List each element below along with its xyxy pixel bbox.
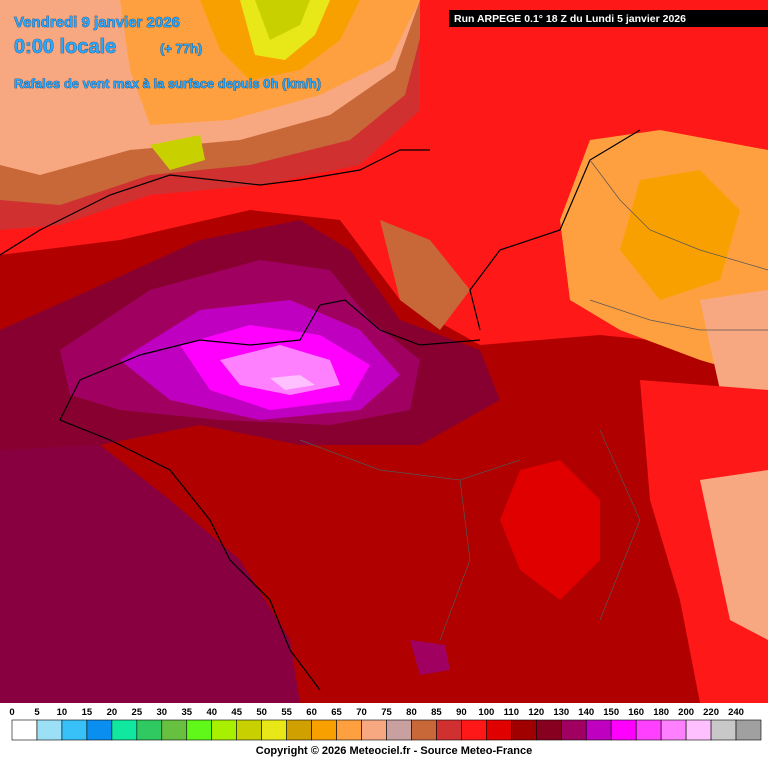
map-subtitle: Rafales de vent max à la surface depuis … — [14, 76, 321, 91]
legend-tick-label: 20 — [107, 707, 118, 718]
legend-swatch — [560, 719, 587, 741]
legend-tick-label: 40 — [206, 707, 217, 718]
legend-swatch — [610, 719, 637, 741]
legend-tick-label: 120 — [528, 707, 544, 718]
legend-swatch — [660, 719, 687, 741]
legend-tick-label: 35 — [181, 707, 192, 718]
field-45 — [255, 0, 310, 40]
legend-swatch — [261, 719, 287, 741]
legend-swatch — [236, 719, 262, 741]
legend-tick-label: 0 — [9, 707, 14, 718]
legend-tick-label: 130 — [553, 707, 569, 718]
legend-swatch — [635, 719, 662, 741]
legend-swatch — [161, 719, 188, 741]
lead-time: (+ 77h) — [160, 41, 202, 56]
legend-tick-label: 90 — [456, 707, 467, 718]
legend-tick-label: 110 — [504, 707, 519, 718]
legend-tick-label: 80 — [406, 707, 417, 718]
legend-tick-label: 60 — [306, 707, 317, 718]
legend-tick-label: 100 — [478, 707, 494, 718]
legend-swatch — [486, 719, 512, 741]
legend-swatch — [36, 719, 63, 741]
legend-tick-label: 55 — [281, 707, 292, 718]
legend-tick-label: 160 — [628, 707, 644, 718]
field-70b — [700, 290, 768, 400]
field-45b — [150, 135, 205, 170]
legend-tick-label: 5 — [34, 707, 40, 718]
field-60b — [620, 170, 740, 300]
legend-swatch — [361, 719, 387, 741]
legend-swatch — [286, 719, 312, 741]
legend-swatch — [136, 719, 163, 741]
legend-tick-label: 240 — [728, 707, 744, 718]
legend-swatch — [535, 719, 562, 741]
legend-swatch — [211, 719, 238, 741]
legend-tick-label: 200 — [678, 707, 694, 718]
legend-swatch — [386, 719, 412, 741]
legend-tick-label: 85 — [431, 707, 442, 718]
legend: 0 5 10 15 20 25 30 35 40 45 50 55 60 65 70 75 80 85 90 100 1… — [9, 707, 762, 741]
field-80b — [380, 220, 470, 330]
legend-swatch — [735, 719, 762, 741]
legend-swatch — [311, 719, 337, 741]
legend-swatch — [336, 719, 362, 741]
legend-tick-label: 15 — [82, 707, 93, 718]
legend-tick-label: 70 — [356, 707, 367, 718]
legend-swatch — [710, 719, 737, 741]
legend-swatch — [461, 719, 487, 741]
legend-tick-label: 180 — [653, 707, 669, 718]
legend-tick-label: 10 — [57, 707, 68, 718]
legend-tick-label: 140 — [578, 707, 594, 718]
legend-swatch — [436, 719, 462, 741]
coastline — [0, 129, 641, 691]
legend-swatch — [11, 719, 38, 741]
legend-swatch — [411, 719, 437, 741]
legend-tick-label: 75 — [381, 707, 392, 718]
legend-tick-label: 220 — [703, 707, 719, 718]
field-70c — [700, 470, 768, 640]
field-90b — [420, 0, 768, 230]
run-label: Run ARPEGE 0.1° 18 Z du Lundi 5 janvier … — [454, 13, 686, 25]
legend-swatch — [585, 719, 612, 741]
forecast-date: Vendredi 9 janvier 2026 — [14, 14, 180, 31]
legend-swatch — [186, 719, 213, 741]
legend-tick-label: 25 — [132, 707, 143, 718]
field-200 — [270, 375, 315, 390]
admin-borders — [299, 159, 768, 641]
legend-swatch — [86, 719, 113, 741]
legend-tick-label: 150 — [603, 707, 619, 718]
field-bay — [0, 445, 300, 703]
field-100 — [500, 460, 600, 600]
legend-tick-label: 65 — [331, 707, 342, 718]
forecast-time: 0:00 locale — [14, 36, 116, 58]
legend-tick-label: 30 — [157, 707, 168, 718]
legend-tick-label: 45 — [231, 707, 242, 718]
legend-tick-label: 50 — [256, 707, 267, 718]
legend-swatch — [511, 719, 537, 741]
legend-swatch — [61, 719, 88, 741]
legend-swatch — [111, 719, 138, 741]
legend-swatch — [685, 719, 712, 741]
copyright: Copyright © 2026 Meteociel.fr - Source M… — [256, 745, 532, 757]
run-label-box — [449, 10, 768, 27]
field-130c — [410, 640, 450, 675]
